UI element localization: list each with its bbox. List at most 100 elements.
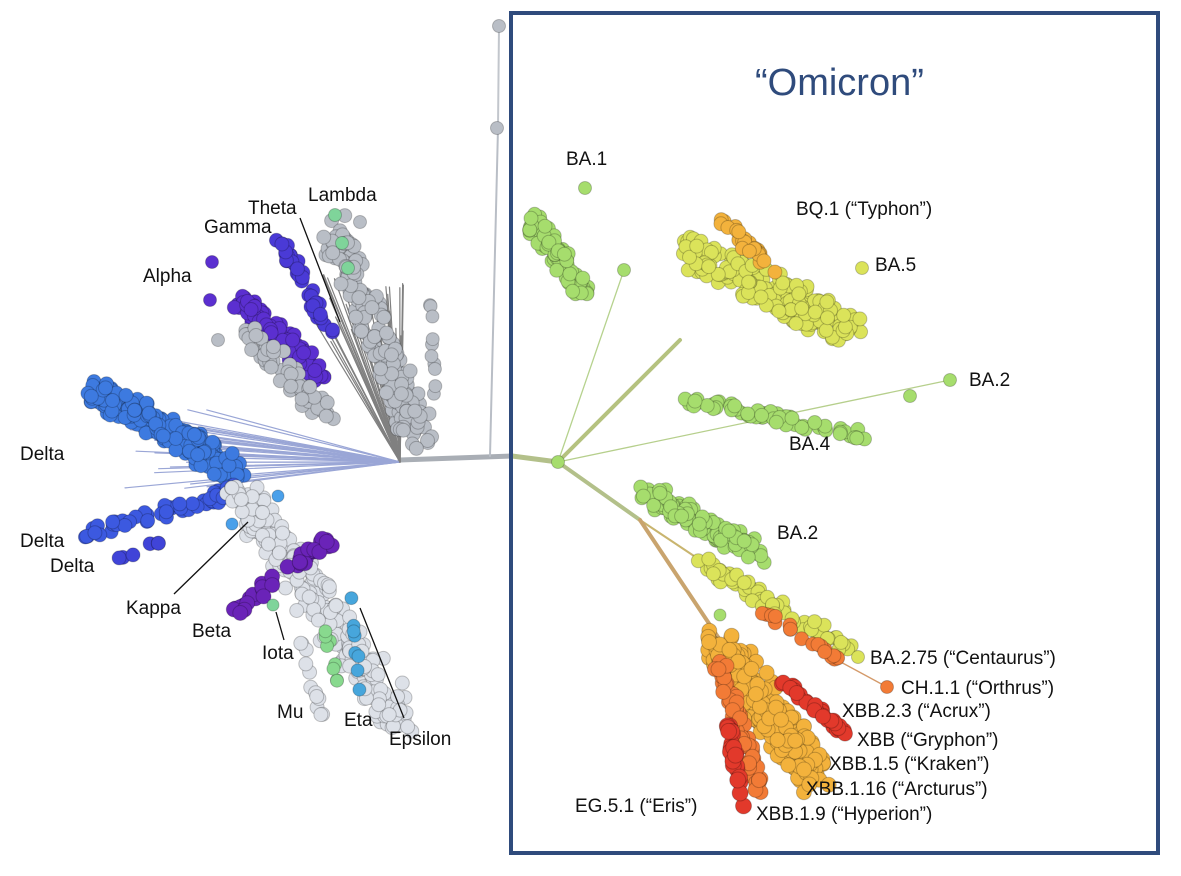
- undefined-branch: [306, 462, 400, 585]
- delta-label-1: Delta: [20, 444, 65, 465]
- ba1-node: [578, 181, 592, 195]
- light-node: [371, 697, 387, 713]
- alpha-node: [296, 345, 312, 361]
- undefined-branch: [377, 462, 400, 545]
- undefined-branch: [373, 462, 400, 607]
- eg51-label: EG.5.1 (“Eris”): [575, 796, 697, 817]
- gray-node: [316, 229, 332, 245]
- undefined-branch: [344, 462, 400, 554]
- xbb-node: [715, 683, 732, 700]
- undefined-branch: [558, 281, 561, 462]
- undefined-branch: [558, 289, 566, 462]
- alpha-node: [205, 255, 219, 269]
- mu-label: Mu: [277, 702, 303, 723]
- ba2b-node: [713, 532, 729, 548]
- ba5-node: [753, 289, 769, 305]
- undefined-branch: [555, 289, 558, 462]
- ba2b-node: [736, 533, 752, 549]
- xbb-node: [710, 661, 727, 678]
- xbb23-label: XBB.2.3 (“Acrux”): [842, 701, 991, 722]
- ba1-node: [556, 246, 572, 262]
- undefined-branch: [680, 315, 709, 340]
- lambda-node: [341, 261, 355, 275]
- undefined-branch: [680, 340, 807, 344]
- ba2b-node: [740, 549, 756, 565]
- delta-node: [155, 428, 171, 444]
- undefined-branch: [558, 291, 567, 462]
- ba2b-node: [646, 497, 662, 513]
- ch11-node: [880, 680, 894, 694]
- eg51-node: [720, 722, 738, 740]
- light-node: [381, 707, 397, 723]
- ba1-label: BA.1: [566, 149, 607, 170]
- light-node: [255, 505, 270, 520]
- undefined-branch: [558, 429, 787, 462]
- undefined-branch: [558, 296, 562, 462]
- light-node: [400, 719, 416, 735]
- ba5-node: [741, 274, 757, 290]
- undefined-branch: [543, 301, 558, 462]
- alpha-node: [203, 293, 217, 307]
- alpha-node: [243, 302, 259, 317]
- ba2-lower-label: BA.2: [777, 523, 818, 544]
- ba5-node: [855, 261, 869, 275]
- ba2-node: [943, 373, 957, 387]
- xbb-node: [780, 757, 797, 774]
- xbb23-node: [814, 708, 831, 725]
- gray-node: [379, 325, 394, 341]
- delta2-node: [184, 496, 200, 512]
- gamma-node: [289, 261, 305, 277]
- gray-node: [428, 379, 443, 394]
- undefined-branch: [368, 462, 400, 611]
- undefined-branch: [558, 433, 800, 462]
- gray-node: [211, 333, 225, 347]
- theta-label: Theta: [248, 198, 297, 219]
- gray-node: [420, 433, 435, 448]
- undefined-branch: [558, 301, 564, 462]
- undefined-branch: [338, 462, 400, 548]
- undefined-branch: [558, 429, 794, 462]
- undefined-branch: [370, 462, 400, 628]
- gray-node: [265, 339, 281, 355]
- undefined-branch: [558, 286, 566, 462]
- gray-node: [402, 363, 418, 379]
- ba1-node: [575, 270, 591, 286]
- mu-node: [330, 673, 344, 688]
- outlier-node: [490, 121, 504, 135]
- undefined-branch: [322, 274, 401, 463]
- delta-node: [118, 387, 134, 403]
- ba5-node: [807, 304, 823, 320]
- undefined-branch: [370, 462, 400, 581]
- ba1-node: [541, 234, 557, 250]
- tree-nodes: [77, 19, 957, 815]
- ba4-label: BA.4: [789, 434, 831, 455]
- gamma-node: [312, 306, 328, 322]
- gray-node: [395, 422, 411, 438]
- ba5-node: [775, 275, 791, 291]
- bq1-node: [756, 253, 772, 269]
- gray-node: [425, 309, 440, 324]
- eta-node: [350, 663, 365, 678]
- ba1-node: [565, 283, 581, 299]
- lambda-label: Lambda: [308, 185, 377, 206]
- undefined-branch: [680, 332, 729, 340]
- gray-node: [302, 379, 318, 395]
- undefined-branch: [360, 462, 400, 608]
- ba4-node: [849, 430, 865, 446]
- undefined-branch: [558, 289, 570, 462]
- undefined-branch: [680, 336, 811, 340]
- delta-node: [205, 434, 221, 450]
- light-node: [289, 603, 305, 618]
- gray-node: [354, 323, 369, 339]
- bq1-node: [741, 243, 757, 259]
- eta-node: [346, 624, 361, 639]
- light-node: [394, 675, 410, 691]
- delta-branch: [206, 409, 401, 463]
- ba2-trunk: [556, 460, 642, 522]
- ba5-node: [852, 311, 868, 327]
- gray-node: [384, 347, 399, 363]
- ba2b-node: [713, 608, 727, 622]
- light-node: [275, 525, 290, 541]
- light-node: [298, 656, 314, 672]
- xbb-node: [701, 634, 717, 650]
